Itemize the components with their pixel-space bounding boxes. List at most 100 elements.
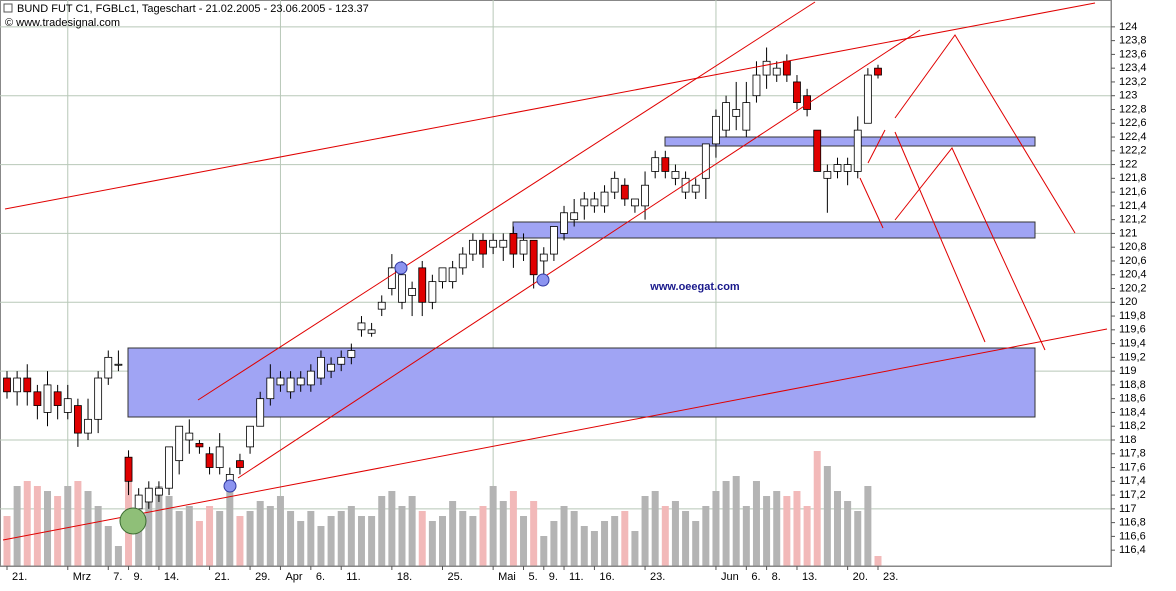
- volume-bar: [44, 491, 52, 566]
- volume-bar: [793, 491, 801, 566]
- volume-bar: [327, 516, 335, 566]
- x-tick-label: 5.: [529, 571, 538, 583]
- volume-bar: [702, 506, 710, 566]
- volume-bar: [732, 476, 740, 566]
- volume-bar: [611, 516, 619, 566]
- x-tick-label: Mrz: [73, 571, 91, 583]
- volume-bar: [651, 491, 659, 566]
- y-tick-label: 119,8: [1119, 310, 1146, 322]
- candle-body: [43, 384, 52, 413]
- y-tick-label: 121: [1119, 227, 1137, 239]
- candle-body: [793, 81, 801, 103]
- volume-bar: [813, 451, 821, 566]
- candle-body: [813, 129, 822, 172]
- y-tick-label: 118,6: [1119, 393, 1146, 405]
- x-tick-label: 18.: [397, 571, 412, 583]
- x-tick-label: 7.: [113, 571, 122, 583]
- candle-body: [73, 405, 82, 434]
- y-tick-label: 117,4: [1119, 475, 1146, 487]
- volume-bar: [570, 511, 578, 566]
- x-tick-label: 14.: [164, 571, 179, 583]
- marker: [394, 261, 408, 275]
- candle-body: [458, 253, 467, 269]
- volume-bar: [499, 501, 507, 566]
- x-tick-label: 23.: [650, 571, 665, 583]
- volume-bar: [874, 556, 882, 566]
- x-tick-label: 23.: [883, 571, 898, 583]
- volume-bar: [84, 491, 92, 566]
- candle-body: [499, 239, 508, 248]
- y-tick-label: 116,6: [1119, 530, 1146, 542]
- volume-bar: [236, 516, 244, 566]
- candle-body: [590, 198, 599, 207]
- x-tick-label: 11.: [346, 571, 360, 583]
- x-tick-label: 16.: [599, 571, 614, 583]
- candle-body: [266, 377, 275, 400]
- y-tick-label: 121,8: [1119, 172, 1147, 184]
- volume-bar: [530, 501, 538, 566]
- volume-bar: [104, 526, 112, 566]
- candle-body: [327, 363, 335, 372]
- x-tick-label: Mai: [498, 571, 516, 583]
- volume-bar: [428, 521, 436, 566]
- candle-body: [681, 177, 690, 193]
- volume-bar: [783, 496, 791, 566]
- candle-body: [185, 432, 194, 441]
- volume-bar: [823, 466, 831, 566]
- candle-body: [631, 198, 639, 207]
- volume-bar: [763, 496, 771, 566]
- volume-bar: [155, 486, 163, 566]
- candle-body: [317, 356, 325, 379]
- chart-title: BUND FUT C1, FGBLc1, Tageschart - 21.02.…: [17, 3, 369, 15]
- candle-body: [438, 267, 447, 283]
- candle-body: [246, 425, 254, 448]
- y-tick-label: 119,2: [1119, 351, 1146, 363]
- candles: [3, 47, 882, 523]
- candle-body: [560, 212, 568, 234]
- y-tick-label: 117: [1119, 503, 1137, 515]
- candle-body: [519, 239, 528, 255]
- y-tick-label: 120,2: [1119, 282, 1147, 294]
- volume-bar: [752, 481, 760, 566]
- window-icon: [3, 3, 13, 13]
- volume-bar: [94, 506, 102, 566]
- candle-body: [570, 212, 579, 221]
- y-tick-label: 116,8: [1119, 517, 1146, 529]
- y-tick-label: 122,4: [1119, 131, 1147, 143]
- trend-line: [867, 129, 886, 164]
- volume-bar: [520, 516, 528, 566]
- grid: [0, 0, 1111, 566]
- candle-body: [529, 239, 538, 276]
- y-tick-label: 122,2: [1119, 145, 1147, 157]
- y-tick-label: 118: [1119, 434, 1137, 446]
- candle-body: [550, 226, 558, 255]
- volume-bar: [590, 531, 598, 566]
- y-tick-label: 123,4: [1119, 62, 1147, 74]
- trend-lines: [2, 1, 1108, 541]
- candle-body: [468, 239, 477, 255]
- candle-body: [134, 494, 143, 510]
- plot-area: [0, 0, 1112, 567]
- volume-bar: [175, 511, 183, 566]
- trend-line: [237, 29, 921, 479]
- volume-bar: [550, 521, 558, 566]
- candle-body: [286, 377, 295, 393]
- candle-body: [144, 487, 153, 503]
- volume-bar: [216, 511, 224, 566]
- candle-body: [205, 453, 214, 468]
- y-tick-label: 122,8: [1119, 103, 1147, 115]
- candle-body: [296, 377, 305, 386]
- y-tick-label: 123: [1119, 90, 1137, 102]
- candle-body: [742, 102, 751, 131]
- y-tick-label: 121,6: [1119, 186, 1147, 198]
- candle-body: [671, 171, 680, 179]
- volume-bar: [439, 516, 446, 566]
- candle-body: [772, 67, 781, 76]
- y-tick-label: 117,8: [1119, 448, 1146, 460]
- volume-bar: [641, 496, 649, 566]
- y-tick-label: 120: [1119, 296, 1137, 308]
- candle-body: [600, 191, 609, 207]
- candle-body: [276, 377, 285, 386]
